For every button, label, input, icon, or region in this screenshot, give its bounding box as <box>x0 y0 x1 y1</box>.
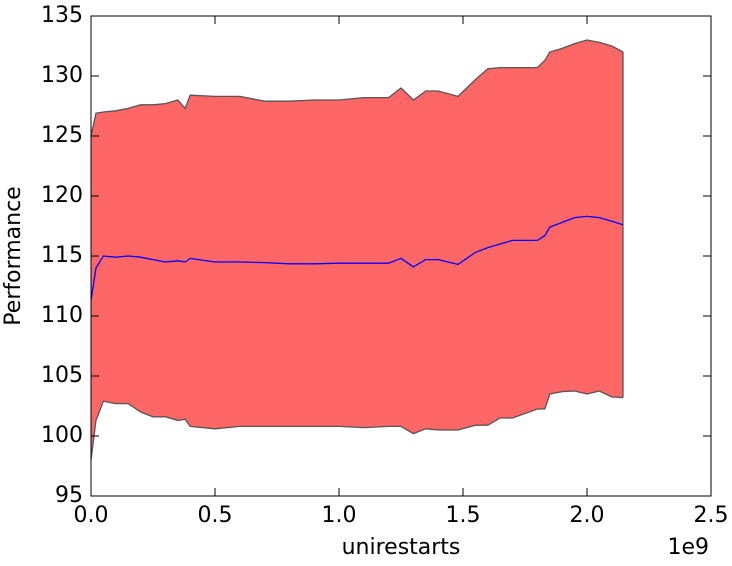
y-axis-label: Performance <box>1 186 26 325</box>
line <box>90 215 624 301</box>
band-area <box>91 40 623 460</box>
y-tick-label: 95 <box>55 483 83 508</box>
y-tick-label: 120 <box>41 183 83 208</box>
x-tick-label: 0.5 <box>198 503 233 528</box>
y-tick-label: 135 <box>41 3 83 28</box>
x-tick-label: 2.0 <box>570 503 605 528</box>
x-offset-text: 1e9 <box>667 535 709 560</box>
x-tick-label: 2.5 <box>694 503 729 528</box>
y-tick-label: 110 <box>41 303 83 328</box>
y-tick-label: 100 <box>41 423 83 448</box>
x-tick-label: 1.5 <box>446 503 481 528</box>
x-tick-label: 1.0 <box>322 503 357 528</box>
band-upper-edge <box>90 39 624 137</box>
x-axis-label: unirestarts <box>342 535 461 560</box>
y-tick-label: 115 <box>41 243 83 268</box>
x-tick-label: 0.0 <box>74 503 109 528</box>
band-lower-edge <box>90 390 623 461</box>
y-tick-label: 125 <box>41 123 83 148</box>
y-tick-label: 130 <box>41 63 83 88</box>
y-tick-label: 105 <box>41 363 83 388</box>
